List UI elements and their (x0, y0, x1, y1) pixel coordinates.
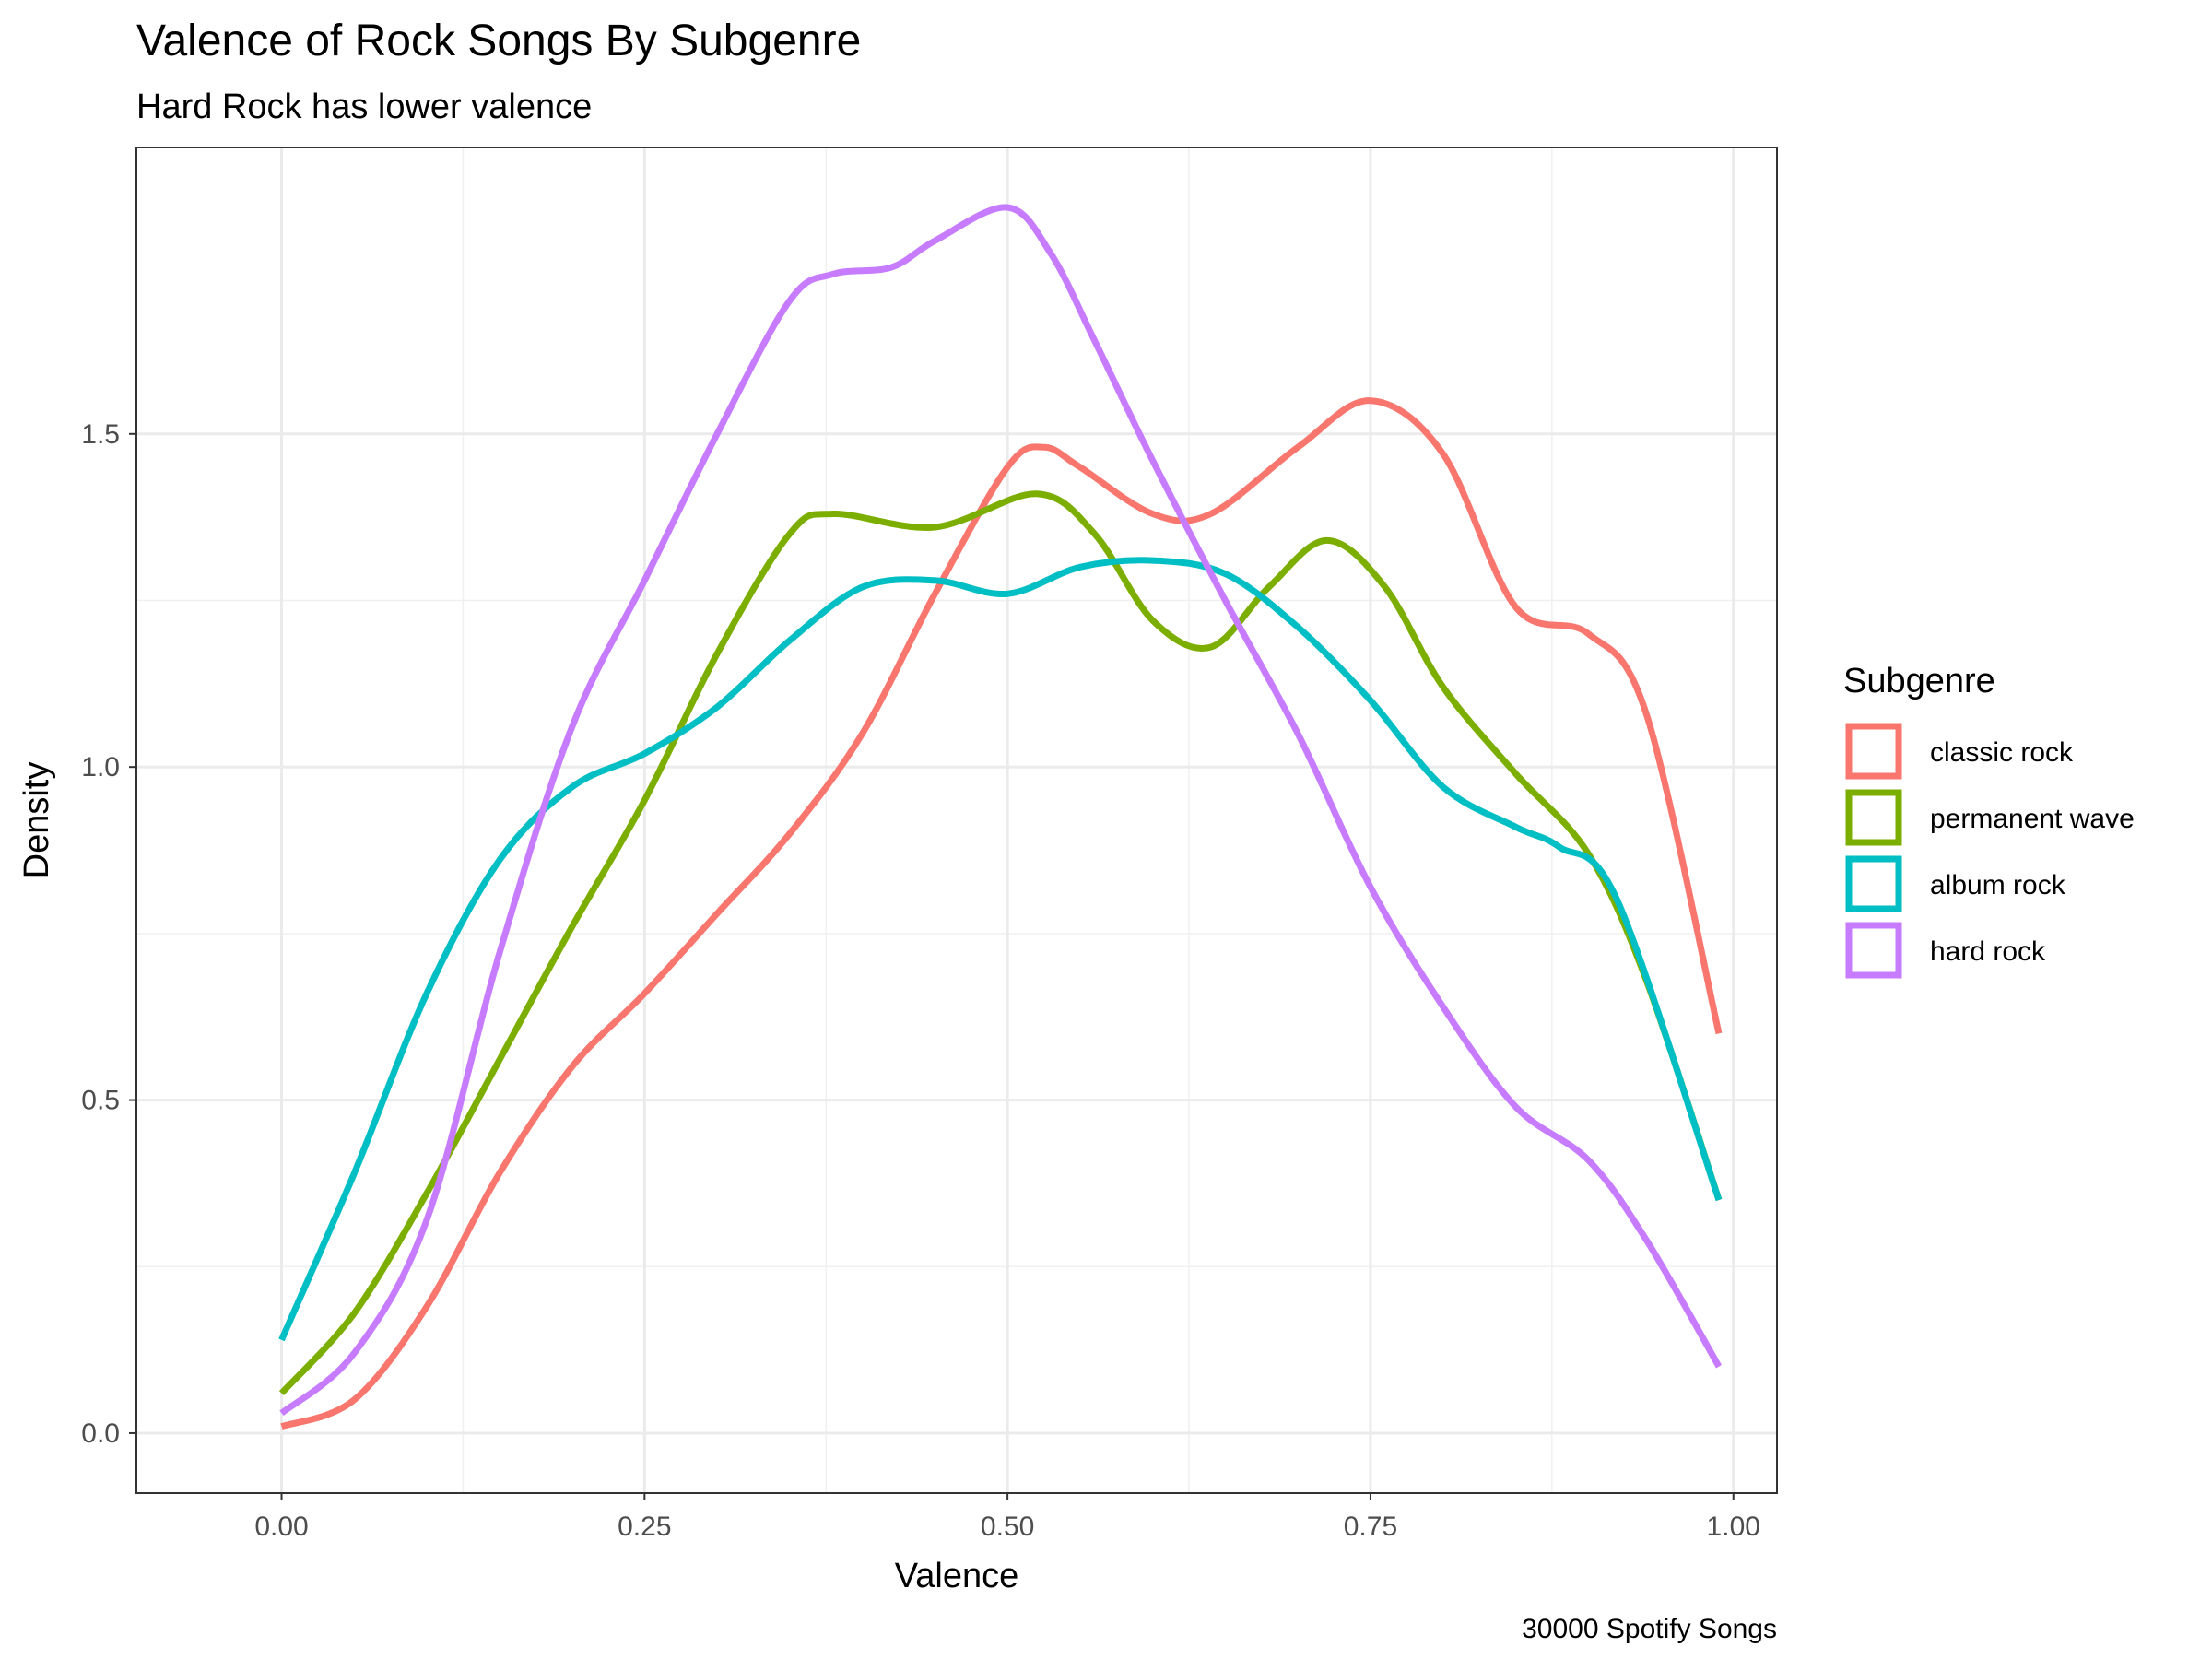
x-tick-label: 1.00 (1707, 1512, 1760, 1542)
legend-key-album-rock (1845, 855, 1902, 912)
legend-label-album-rock: album rock (1930, 870, 2066, 900)
y-tick-label: 1.5 (81, 419, 120, 450)
legend-label-classic-rock: classic rock (1930, 737, 2074, 768)
legend-key-classic-rock (1845, 723, 1902, 780)
chart-subtitle: Hard Rock has lower valence (136, 88, 592, 126)
x-tick-label: 0.50 (981, 1512, 1034, 1542)
legend-key-hard-rock (1845, 922, 1902, 979)
y-tick-label: 0.0 (81, 1418, 120, 1449)
legend-title: Subgenre (1843, 662, 1995, 700)
y-axis-title: Density (18, 762, 56, 879)
plot-background (136, 147, 1777, 1493)
legend: Subgenre classic rock permanent wave album… (1843, 662, 2135, 979)
y-axis: 0.0 0.5 1.0 1.5 (81, 419, 136, 1449)
series-line-classic-rock (280, 397, 1723, 1430)
series-lines (278, 204, 1723, 1430)
series-line-album-rock (278, 557, 1723, 1342)
y-tick-label: 0.5 (81, 1086, 120, 1116)
series-line-hard-rock (279, 204, 1723, 1417)
legend-label-permanent-wave: permanent wave (1930, 804, 2135, 834)
chart-caption: 30000 Spotify Songs (1522, 1614, 1777, 1644)
x-tick-label: 0.75 (1344, 1512, 1397, 1542)
series-line-permanent-wave (278, 490, 1723, 1395)
y-tick-label: 1.0 (81, 752, 120, 782)
x-axis: 0.00 0.25 0.50 0.75 1.00 (254, 1493, 1760, 1542)
legend-label-hard-rock: hard rock (1930, 936, 2046, 967)
plot-panel-border (135, 147, 1778, 1494)
chart-title: Valence of Rock Songs By Subgenre (136, 17, 861, 65)
x-tick-label: 0.00 (254, 1512, 308, 1542)
legend-key-permanent-wave (1845, 789, 1902, 846)
x-tick-label: 0.25 (618, 1512, 671, 1542)
grid-lines (136, 147, 1777, 1493)
x-axis-title: Valence (895, 1557, 1019, 1595)
